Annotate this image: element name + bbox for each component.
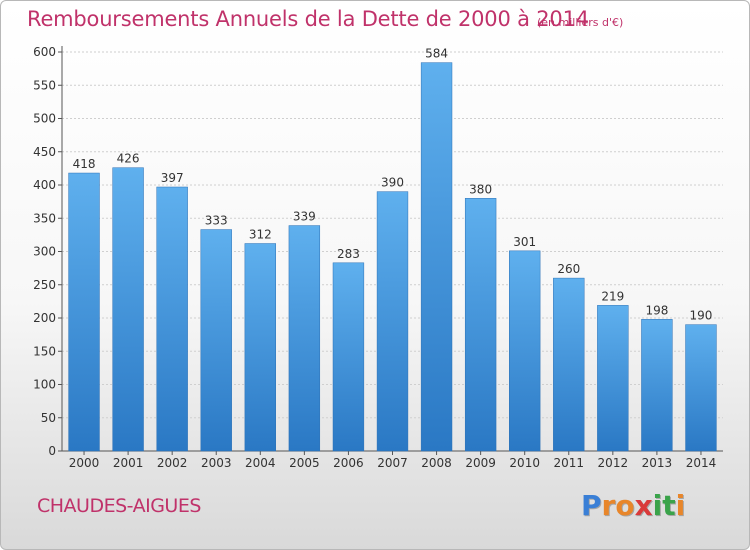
x-tick-label: 2008 — [421, 456, 452, 470]
logo-letter: r — [601, 489, 616, 522]
y-tick-label: 600 — [33, 45, 56, 59]
y-tick-label: 100 — [33, 378, 56, 392]
y-tick-label: 450 — [33, 145, 56, 159]
bar-value-label: 198 — [645, 303, 668, 317]
x-tick-label: 2006 — [333, 456, 364, 470]
bar-2002[interactable] — [156, 186, 188, 452]
logo-letter: o — [615, 489, 635, 522]
bar-value-label: 584 — [425, 47, 448, 61]
bar-value-label: 339 — [293, 210, 316, 224]
bar-value-label: 283 — [337, 247, 360, 261]
bar-2008[interactable] — [420, 62, 453, 452]
bar-value-label: 312 — [249, 228, 272, 242]
x-tick-label: 2002 — [157, 456, 188, 470]
logo-letter: i — [675, 489, 686, 522]
x-tick-label: 2000 — [69, 456, 100, 470]
bar-value-label: 190 — [690, 309, 713, 323]
bar-value-label: 426 — [117, 152, 140, 166]
bar-value-label: 260 — [557, 262, 580, 276]
bar-value-label: 219 — [601, 289, 624, 303]
bar-value-label: 380 — [469, 182, 492, 196]
bar-2007[interactable] — [376, 191, 409, 452]
y-tick-label: 550 — [33, 78, 56, 92]
x-tick-label: 2005 — [289, 456, 320, 470]
bar-2011[interactable] — [553, 277, 585, 452]
bar-2001[interactable] — [112, 167, 144, 452]
x-tick-label: 2014 — [686, 456, 717, 470]
x-tick-label: 2001 — [113, 456, 144, 470]
bar-value-label: 333 — [205, 214, 228, 228]
bar-2009[interactable] — [464, 198, 497, 452]
bar-2004[interactable] — [244, 243, 276, 452]
bar-value-label: 397 — [161, 171, 184, 185]
y-tick-label: 200 — [33, 311, 56, 325]
x-tick-label: 2009 — [465, 456, 496, 470]
bar-2013[interactable] — [641, 319, 673, 452]
bar-2010[interactable] — [509, 250, 541, 452]
x-tick-label: 2013 — [642, 456, 673, 470]
chart-title: Remboursements Annuels de la Dette de 20… — [27, 7, 589, 31]
bar-value-label: 390 — [381, 176, 404, 190]
bar-value-label: 301 — [513, 235, 536, 249]
logo-letter: i — [652, 489, 663, 522]
y-tick-label: 300 — [33, 245, 56, 259]
logo-letter: P — [581, 489, 602, 522]
y-tick-label: 50 — [41, 411, 56, 425]
y-tick-label: 400 — [33, 178, 56, 192]
y-tick-label: 350 — [33, 211, 56, 225]
bar-2006[interactable] — [332, 262, 365, 452]
city-name: CHAUDES-AIGUES — [37, 495, 201, 517]
x-tick-label: 2004 — [245, 456, 276, 470]
y-tick-label: 150 — [33, 344, 56, 358]
logo-letter: x — [634, 489, 653, 522]
bar-2012[interactable] — [597, 305, 629, 452]
x-tick-label: 2007 — [377, 456, 408, 470]
x-tick-label: 2012 — [598, 456, 629, 470]
chart-unit-label: (en milliers d'€) — [537, 16, 624, 29]
bar-2005[interactable] — [288, 225, 321, 452]
x-tick-label: 2003 — [201, 456, 232, 470]
bar-2014[interactable] — [685, 324, 717, 452]
x-tick-label: 2011 — [553, 456, 584, 470]
bar-2003[interactable] — [200, 229, 232, 452]
proxiti-logo[interactable]: Proxiti — [581, 489, 685, 522]
logo-letter: t — [662, 489, 676, 522]
bar-2000[interactable] — [68, 172, 100, 452]
y-tick-label: 0 — [48, 444, 56, 458]
y-tick-label: 500 — [33, 112, 56, 126]
y-tick-label: 250 — [33, 278, 56, 292]
bar-value-label: 418 — [73, 157, 96, 171]
x-tick-label: 2010 — [509, 456, 540, 470]
